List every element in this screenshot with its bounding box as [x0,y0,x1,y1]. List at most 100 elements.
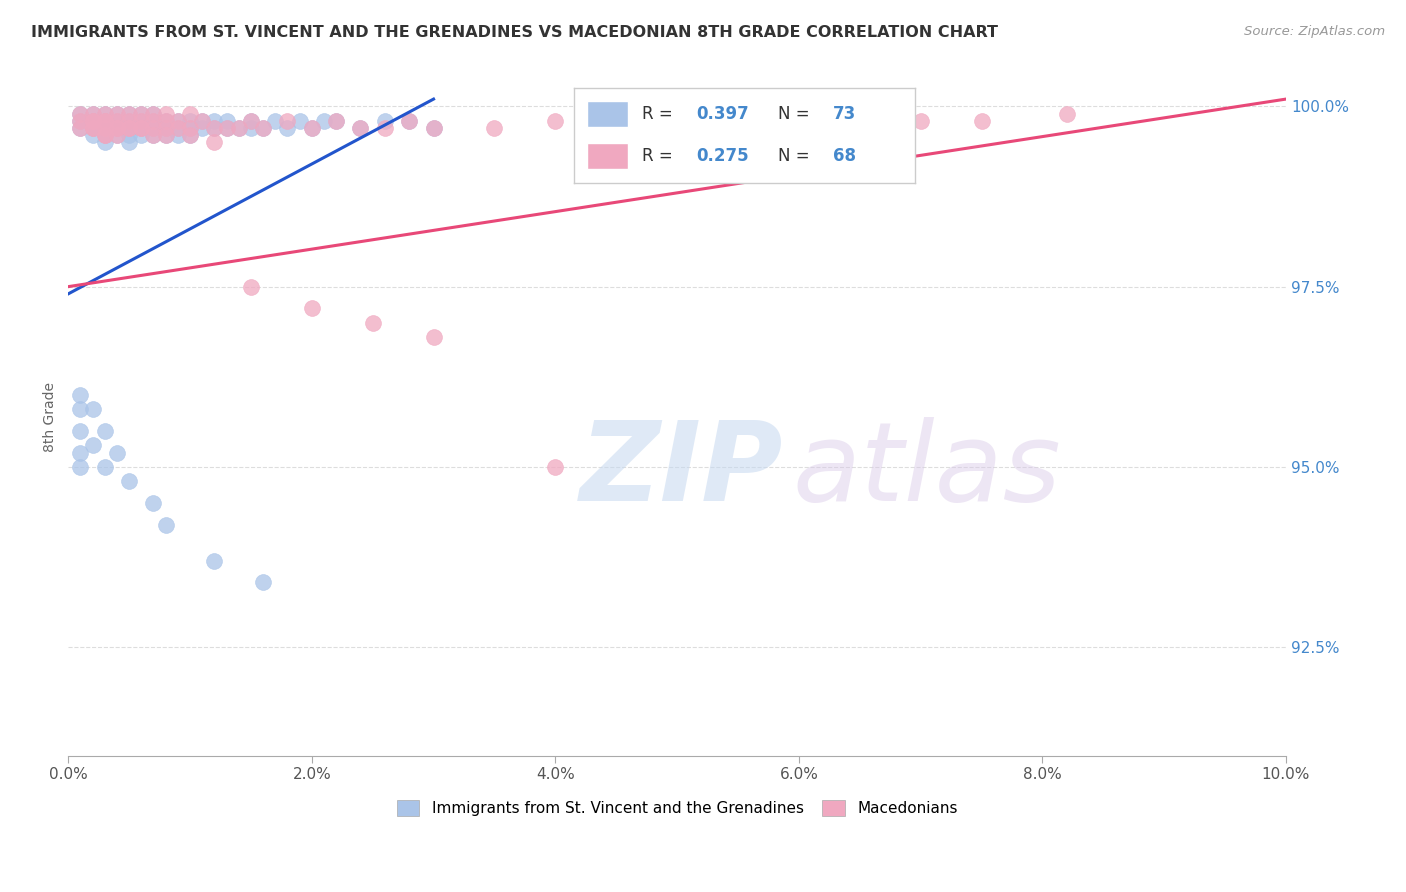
Point [142,128,165,143]
Point [94,113,117,128]
Point [129,128,152,143]
Point [301,120,323,135]
Point [142,128,165,143]
Point [349,120,371,135]
Point [166,113,188,128]
Point [82,120,104,135]
Point [82,113,104,128]
Point [118,120,141,135]
Point [970,113,993,128]
Point [82,120,104,135]
Point [94,120,117,135]
Point [69,113,91,128]
Point [142,120,165,135]
Point [105,120,128,135]
Point [82,106,104,120]
Point [202,120,225,135]
Point [82,113,104,128]
Point [94,128,117,143]
Point [82,113,104,128]
Point [82,120,104,135]
Point [349,120,371,135]
Point [142,113,165,128]
Point [94,136,117,150]
Point [422,330,444,344]
Point [374,113,396,128]
Point [361,316,384,330]
Point [94,106,117,120]
Point [179,128,201,143]
Point [82,106,104,120]
Point [69,106,91,120]
Point [105,128,128,143]
Point [142,106,165,120]
Point [422,120,444,135]
Point [179,120,201,135]
Point [484,120,506,135]
Point [215,120,238,135]
Point [166,113,188,128]
Point [1056,106,1078,120]
Point [94,106,117,120]
Point [155,106,177,120]
Point [301,301,323,316]
Point [105,128,128,143]
Point [215,120,238,135]
Point [94,424,117,438]
Point [129,113,152,128]
Point [166,120,188,135]
Point [191,113,214,128]
Point [239,279,262,293]
Point [215,113,238,128]
Point [94,460,117,475]
Text: atlas: atlas [793,417,1062,524]
Point [544,460,567,475]
Point [105,120,128,135]
Legend: Immigrants from St. Vincent and the Grenadines, Macedonians: Immigrants from St. Vincent and the Gren… [391,794,963,822]
Point [155,128,177,143]
Point [129,113,152,128]
Point [155,113,177,128]
Point [105,106,128,120]
Y-axis label: 8th Grade: 8th Grade [44,382,58,451]
Text: IMMIGRANTS FROM ST. VINCENT AND THE GRENADINES VS MACEDONIAN 8TH GRADE CORRELATI: IMMIGRANTS FROM ST. VINCENT AND THE GREN… [31,25,998,40]
Point [69,445,91,459]
Point [69,460,91,475]
Point [118,136,141,150]
Point [142,496,165,510]
Point [94,113,117,128]
Point [118,106,141,120]
Point [179,106,201,120]
Point [69,424,91,438]
Point [312,113,335,128]
Point [666,120,689,135]
Point [82,438,104,452]
Point [129,106,152,120]
Point [325,113,347,128]
Point [142,106,165,120]
Point [118,113,141,128]
Point [69,120,91,135]
Point [129,120,152,135]
Point [105,113,128,128]
Point [288,113,311,128]
Point [325,113,347,128]
Point [105,113,128,128]
Point [202,113,225,128]
Point [239,113,262,128]
Point [155,128,177,143]
Point [129,120,152,135]
Point [142,120,165,135]
Point [179,113,201,128]
Point [276,113,298,128]
Point [105,106,128,120]
Point [155,120,177,135]
Point [252,120,274,135]
Point [69,106,91,120]
Point [118,475,141,489]
Point [787,113,810,128]
Point [105,445,128,459]
Text: Source: ZipAtlas.com: Source: ZipAtlas.com [1244,25,1385,38]
Point [605,113,627,128]
Point [118,113,141,128]
